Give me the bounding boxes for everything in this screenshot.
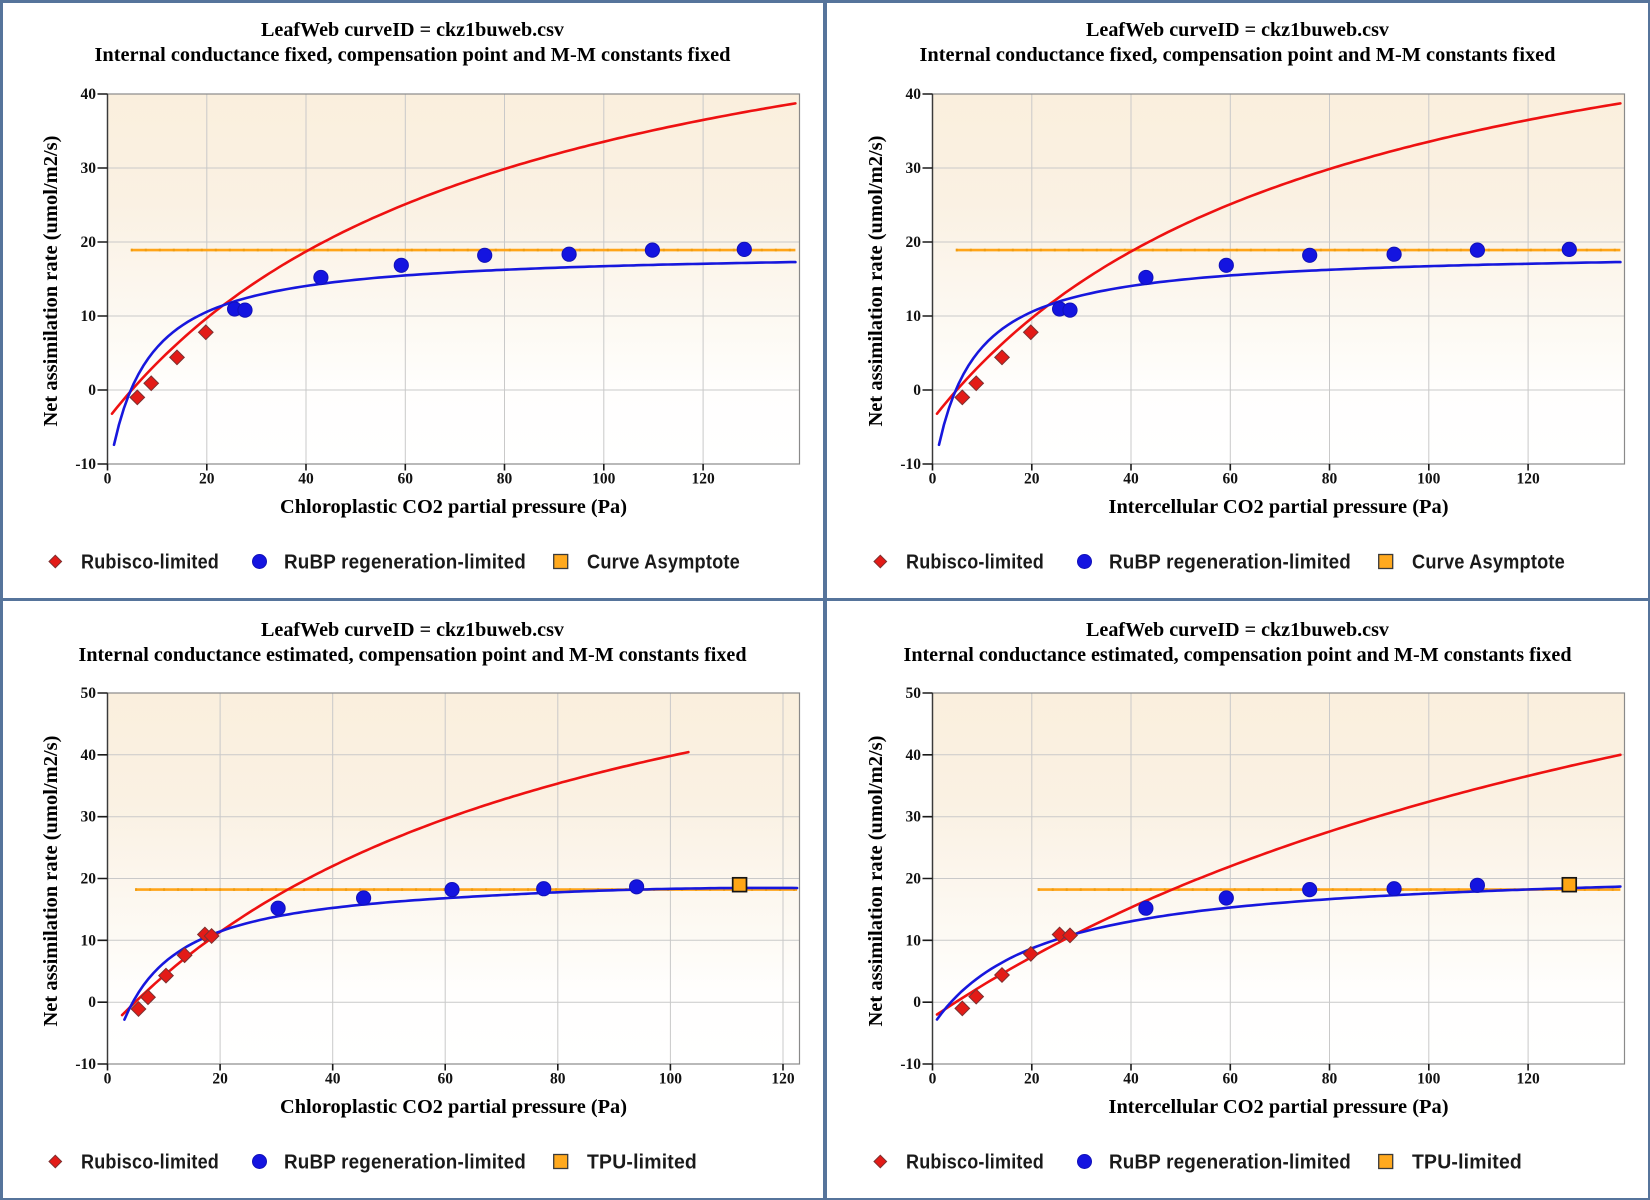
svg-text:40: 40 (1123, 1071, 1139, 1088)
svg-text:Curve Asymptote: Curve Asymptote (587, 552, 740, 574)
svg-text:10: 10 (81, 932, 97, 949)
svg-text:Curve Asymptote: Curve Asymptote (1412, 552, 1565, 574)
svg-text:0: 0 (913, 994, 921, 1011)
svg-text:20: 20 (212, 1071, 228, 1088)
svg-text:100: 100 (1417, 471, 1441, 488)
svg-text:40: 40 (325, 1071, 341, 1088)
svg-text:40: 40 (81, 747, 97, 764)
svg-text:-10: -10 (900, 1056, 921, 1073)
svg-text:40: 40 (906, 747, 922, 764)
svg-text:Net assimilation rate (umol/m2: Net assimilation rate (umol/m2/s) (40, 136, 62, 427)
svg-text:Rubisco-limited: Rubisco-limited (906, 552, 1044, 574)
svg-text:Net assimilation rate (umol/m2: Net assimilation rate (umol/m2/s) (40, 736, 62, 1027)
svg-text:-10: -10 (900, 456, 921, 473)
svg-text:Net assimilation rate (umol/m2: Net assimilation rate (umol/m2/s) (865, 736, 887, 1027)
svg-text:20: 20 (1024, 471, 1040, 488)
svg-text:20: 20 (906, 234, 922, 251)
svg-text:60: 60 (437, 1071, 453, 1088)
svg-text:Intercellular CO2 partial pres: Intercellular CO2 partial pressure (Pa) (1109, 1096, 1449, 1118)
svg-text:Chloroplastic CO2 partial pres: Chloroplastic CO2 partial pressure (Pa) (280, 496, 627, 518)
svg-text:100: 100 (659, 1071, 683, 1088)
svg-text:Rubisco-limited: Rubisco-limited (906, 1152, 1044, 1174)
svg-text:Internal conductance fixed, co: Internal conductance fixed, compensation… (95, 44, 731, 66)
svg-text:10: 10 (906, 932, 922, 949)
svg-text:0: 0 (104, 471, 112, 488)
svg-text:Net assimilation rate (umol/m2: Net assimilation rate (umol/m2/s) (865, 136, 887, 427)
svg-text:LeafWeb curveID = ckz1buweb.cs: LeafWeb curveID = ckz1buweb.csv (1086, 619, 1389, 641)
svg-text:60: 60 (398, 471, 414, 488)
svg-text:80: 80 (497, 471, 513, 488)
svg-text:0: 0 (913, 382, 921, 399)
svg-text:120: 120 (691, 471, 715, 488)
svg-text:20: 20 (1024, 1071, 1040, 1088)
svg-text:80: 80 (1322, 1071, 1338, 1088)
svg-text:Intercellular CO2 partial pres: Intercellular CO2 partial pressure (Pa) (1109, 496, 1449, 518)
svg-text:Internal conductance fixed, co: Internal conductance fixed, compensation… (920, 44, 1556, 66)
svg-text:10: 10 (906, 308, 922, 325)
svg-text:10: 10 (81, 308, 97, 325)
svg-text:120: 120 (1516, 1071, 1540, 1088)
svg-text:50: 50 (906, 685, 922, 702)
svg-text:RuBP regeneration-limited: RuBP regeneration-limited (1109, 1152, 1351, 1174)
svg-text:30: 30 (906, 160, 922, 177)
svg-text:60: 60 (1223, 471, 1239, 488)
svg-text:30: 30 (81, 160, 97, 177)
svg-text:120: 120 (1516, 471, 1540, 488)
svg-text:50: 50 (81, 685, 97, 702)
svg-text:100: 100 (1417, 1071, 1441, 1088)
svg-text:Chloroplastic CO2 partial pres: Chloroplastic CO2 partial pressure (Pa) (280, 1096, 627, 1118)
svg-text:-10: -10 (75, 456, 96, 473)
svg-text:20: 20 (81, 871, 97, 888)
svg-text:0: 0 (929, 1071, 937, 1088)
svg-text:20: 20 (906, 871, 922, 888)
svg-text:0: 0 (88, 994, 96, 1011)
svg-text:20: 20 (199, 471, 215, 488)
svg-text:80: 80 (550, 1071, 566, 1088)
svg-text:Rubisco-limited: Rubisco-limited (81, 552, 219, 574)
svg-text:RuBP regeneration-limited: RuBP regeneration-limited (284, 552, 526, 574)
svg-text:0: 0 (104, 1071, 112, 1088)
svg-text:0: 0 (929, 471, 937, 488)
svg-text:0: 0 (88, 382, 96, 399)
svg-text:40: 40 (1123, 471, 1139, 488)
svg-text:60: 60 (1223, 1071, 1239, 1088)
svg-text:100: 100 (592, 471, 616, 488)
svg-text:TPU-limited: TPU-limited (587, 1152, 697, 1174)
svg-text:40: 40 (298, 471, 314, 488)
svg-text:30: 30 (81, 809, 97, 826)
svg-text:80: 80 (1322, 471, 1338, 488)
svg-text:LeafWeb curveID = ckz1buweb.cs: LeafWeb curveID = ckz1buweb.csv (1086, 19, 1389, 41)
svg-text:TPU-limited: TPU-limited (1412, 1152, 1522, 1174)
svg-text:Internal conductance estimated: Internal conductance estimated, compensa… (79, 644, 747, 666)
svg-text:RuBP regeneration-limited: RuBP regeneration-limited (284, 1152, 526, 1174)
svg-text:LeafWeb curveID = ckz1buweb.cs: LeafWeb curveID = ckz1buweb.csv (261, 19, 564, 41)
svg-text:20: 20 (81, 234, 97, 251)
svg-text:30: 30 (906, 809, 922, 826)
svg-text:LeafWeb curveID = ckz1buweb.cs: LeafWeb curveID = ckz1buweb.csv (261, 619, 564, 641)
svg-text:120: 120 (771, 1071, 795, 1088)
svg-text:RuBP regeneration-limited: RuBP regeneration-limited (1109, 552, 1351, 574)
svg-text:-10: -10 (75, 1056, 96, 1073)
svg-text:40: 40 (81, 86, 97, 103)
svg-text:40: 40 (906, 86, 922, 103)
svg-text:Internal conductance estimated: Internal conductance estimated, compensa… (904, 644, 1572, 666)
svg-text:Rubisco-limited: Rubisco-limited (81, 1152, 219, 1174)
